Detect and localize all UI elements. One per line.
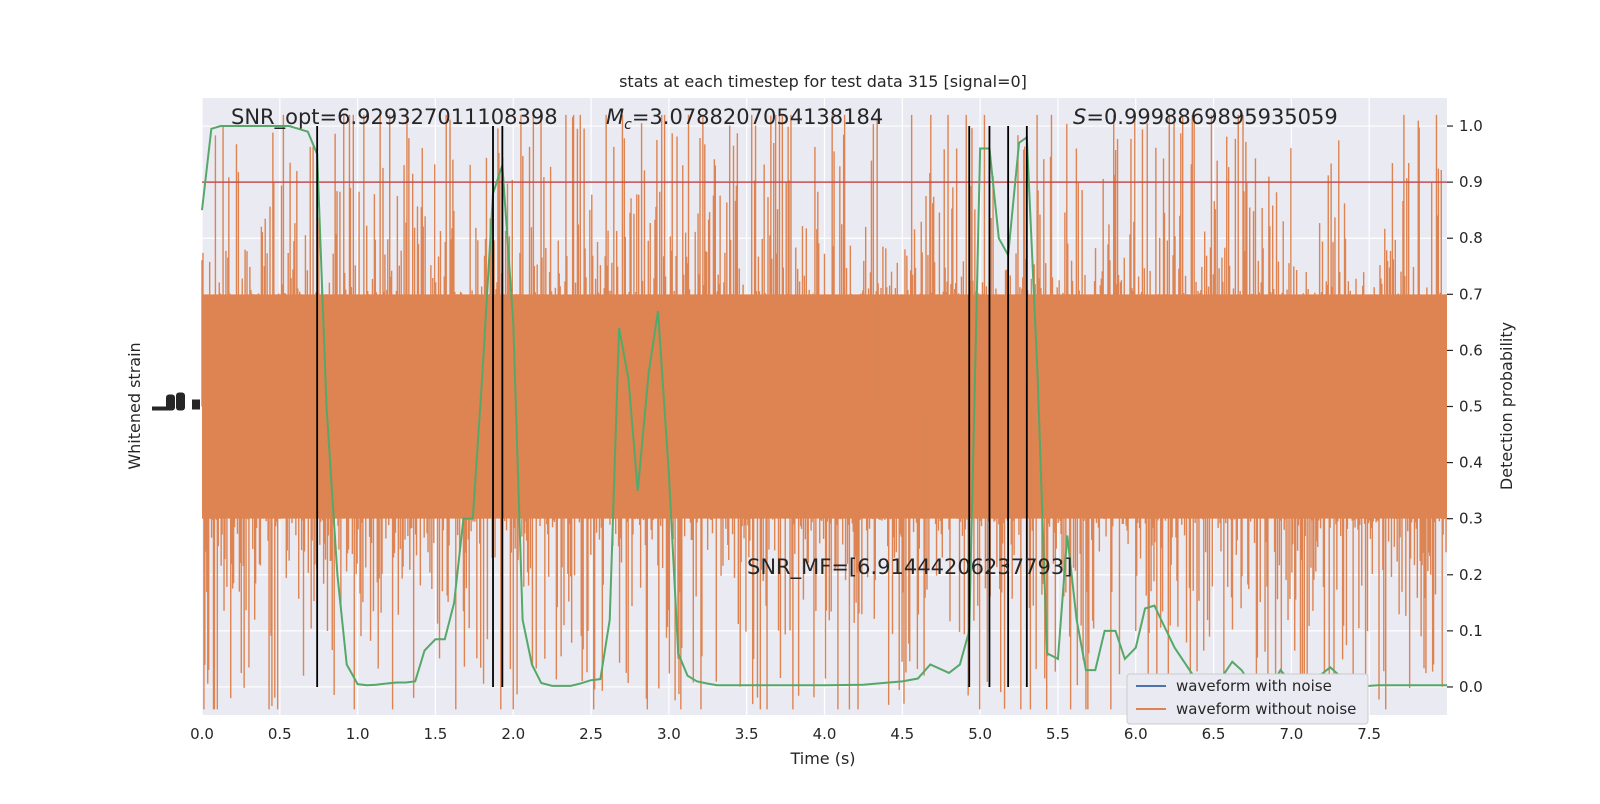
overlapped-tick-label-c xyxy=(176,393,185,411)
x-tick-label-12: 6.0 xyxy=(1124,725,1148,743)
y-tick-label-7: 0.7 xyxy=(1459,285,1483,303)
x-tick-label-15: 7.5 xyxy=(1357,725,1381,743)
x-tick-label-8: 4.0 xyxy=(813,725,837,743)
x-tick-label-4: 2.0 xyxy=(501,725,525,743)
overlapped-tick-label-b xyxy=(166,395,175,411)
x-tick-label-7: 3.5 xyxy=(735,725,759,743)
mc-symbol: M xyxy=(606,105,624,129)
y-tick-label-9: 0.9 xyxy=(1459,173,1483,191)
y-tick-label-5: 0.5 xyxy=(1459,398,1483,416)
x-tick-label-0: 0.0 xyxy=(190,725,214,743)
y-left-axis-label: Whitened strain xyxy=(125,342,144,469)
overlapped-tick-label-d xyxy=(192,400,200,410)
snr-mf-annotation: SNR_MF=[6.91444206237793] xyxy=(747,555,1072,580)
mc-annotation: Mc=3.0788207054138184 xyxy=(606,105,883,133)
y-tick-label-0: 0.0 xyxy=(1459,678,1483,696)
x-tick-label-5: 2.5 xyxy=(579,725,603,743)
y-right-axis-label: Detection probability xyxy=(1497,322,1516,490)
y-tick-label-6: 0.6 xyxy=(1459,341,1483,359)
y-tick-label-10: 1.0 xyxy=(1459,117,1483,135)
snr-opt-annotation: SNR_opt=6.929327011108398 xyxy=(231,105,558,130)
x-tick-label-2: 1.0 xyxy=(346,725,370,743)
s-annotation: S=0.9998869895935059 xyxy=(1073,105,1338,129)
x-axis-label: Time (s) xyxy=(789,749,855,768)
legend: waveform with noise waveform without noi… xyxy=(1127,674,1368,724)
mc-value: =3.0788207054138184 xyxy=(632,105,883,129)
x-tick-label-13: 6.5 xyxy=(1202,725,1226,743)
legend-label-with-noise: waveform with noise xyxy=(1176,677,1332,695)
x-tick-label-1: 0.5 xyxy=(268,725,292,743)
x-tick-label-6: 3.0 xyxy=(657,725,681,743)
s-value: =0.9998869895935059 xyxy=(1086,105,1337,129)
x-tick-label-14: 7.0 xyxy=(1279,725,1303,743)
y-tick-label-3: 0.3 xyxy=(1459,510,1483,528)
x-tick-label-3: 1.5 xyxy=(424,725,448,743)
y-tick-label-1: 0.1 xyxy=(1459,622,1483,640)
legend-label-without-noise: waveform without noise xyxy=(1176,700,1356,718)
x-tick-label-11: 5.5 xyxy=(1046,725,1070,743)
y-tick-label-2: 0.2 xyxy=(1459,566,1483,584)
chart-title: stats at each timestep for test data 315… xyxy=(619,72,1027,91)
x-tick-label-10: 5.0 xyxy=(968,725,992,743)
y-tick-label-8: 0.8 xyxy=(1459,229,1483,247)
s-symbol: S xyxy=(1073,105,1086,129)
y-tick-label-4: 0.4 xyxy=(1459,454,1483,472)
x-tick-label-9: 4.5 xyxy=(890,725,914,743)
